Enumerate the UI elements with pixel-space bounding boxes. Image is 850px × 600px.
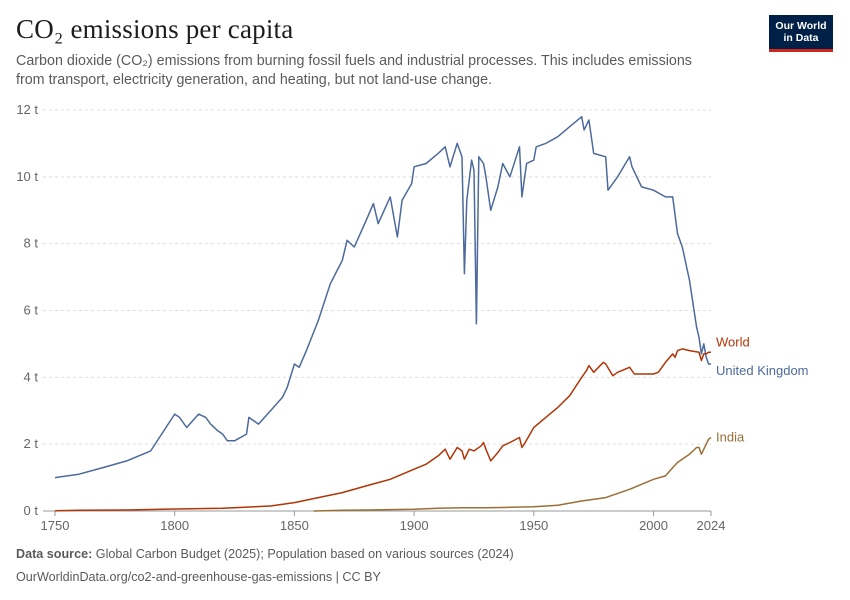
x-tick-label: 1750	[41, 518, 70, 533]
y-tick-label: 2 t	[24, 436, 39, 451]
x-tick-label: 1950	[519, 518, 548, 533]
data-source-note: Data source: Global Carbon Budget (2025)…	[16, 547, 514, 561]
series-label-india: India	[716, 429, 745, 444]
y-tick-label: 4 t	[24, 369, 39, 384]
logo-line-1: Our World	[775, 20, 827, 32]
series-label-united-kingdom: United Kingdom	[716, 363, 809, 378]
data-source-text: Global Carbon Budget (2025); Population …	[92, 547, 514, 561]
chart-title: CO₂ emissions per capita	[16, 14, 294, 44]
x-tick-label: 1800	[160, 518, 189, 533]
source-url-license[interactable]: OurWorldinData.org/co2-and-greenhouse-ga…	[16, 570, 381, 584]
y-tick-label: 10 t	[16, 169, 38, 184]
data-source-label: Data source:	[16, 547, 93, 561]
logo-line-2: in Data	[783, 32, 819, 44]
y-tick-label: 0 t	[24, 503, 39, 518]
series-label-world: World	[716, 334, 750, 349]
owid-logo[interactable]: Our World in Data	[769, 15, 833, 52]
series-line-india	[313, 436, 712, 512]
y-tick-label: 12 t	[16, 102, 38, 117]
y-tick-label: 8 t	[24, 236, 39, 251]
series-line-united-kingdom	[54, 115, 711, 479]
x-tick-label: 2024	[697, 518, 726, 533]
series-line-world	[54, 348, 711, 512]
x-tick-label: 2000	[639, 518, 668, 533]
y-tick-label: 6 t	[24, 303, 39, 318]
chart-subtitle: Carbon dioxide (CO₂) emissions from burn…	[16, 53, 692, 88]
x-tick-label: 1900	[400, 518, 429, 533]
x-tick-label: 1850	[280, 518, 309, 533]
